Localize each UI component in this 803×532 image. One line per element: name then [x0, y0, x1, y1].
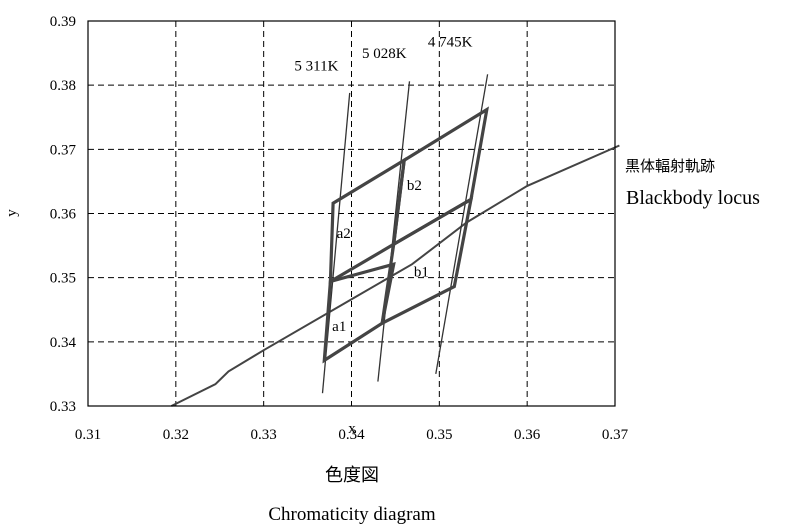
y-tick-label: 0.36 — [50, 207, 77, 223]
quadrangle-b2 — [391, 106, 489, 248]
y-tick-label: 0.39 — [50, 14, 76, 30]
y-tick-label: 0.33 — [50, 399, 76, 415]
x-tick-label: 0.34 — [338, 427, 365, 443]
y-tick-label: 0.37 — [50, 142, 77, 158]
annotation-label: 4 745K — [428, 35, 473, 51]
annotation-label: b2 — [407, 178, 422, 194]
grid — [88, 21, 615, 406]
annotation-label: b1 — [414, 264, 429, 280]
annotation-label: a2 — [337, 226, 351, 242]
isotemperature-line — [435, 74, 489, 375]
annotations: 5 311K 5 028K 4 745K a1 a2 b1 b2 — [294, 35, 472, 335]
x-tick-label: 0.31 — [75, 427, 101, 443]
blackbody-locus-line — [170, 144, 620, 407]
legend-label-en: Blackbody locus — [626, 187, 760, 209]
y-axis-label: y — [4, 209, 20, 217]
caption-en: Chromaticity diagram — [268, 504, 435, 525]
tick-labels: 0.31 0.32 0.33 0.34 0.35 0.36 0.37 0.33 0.34 0.35… — [50, 14, 629, 443]
quadrangle-a1 — [322, 261, 396, 364]
x-tick-label: 0.33 — [251, 427, 277, 443]
chromaticity-quadrangles — [322, 106, 489, 364]
annotation-label: 5 028K — [362, 46, 407, 62]
x-tick-label: 0.36 — [514, 427, 541, 443]
y-tick-label: 0.38 — [50, 78, 76, 94]
x-tick-label: 0.35 — [426, 427, 452, 443]
annotation-label: 5 311K — [294, 58, 338, 74]
plot-frame — [87, 20, 616, 407]
y-tick-label: 0.35 — [50, 271, 76, 287]
x-tick-label: 0.37 — [602, 427, 629, 443]
caption-jp: 色度図 — [325, 465, 379, 485]
y-tick-label: 0.34 — [50, 335, 77, 351]
x-axis-label: x — [348, 421, 356, 437]
legend-label-jp: 黒体輻射軌跡 — [625, 158, 715, 175]
x-tick-label: 0.32 — [163, 427, 189, 443]
annotation-label: a1 — [332, 319, 346, 335]
